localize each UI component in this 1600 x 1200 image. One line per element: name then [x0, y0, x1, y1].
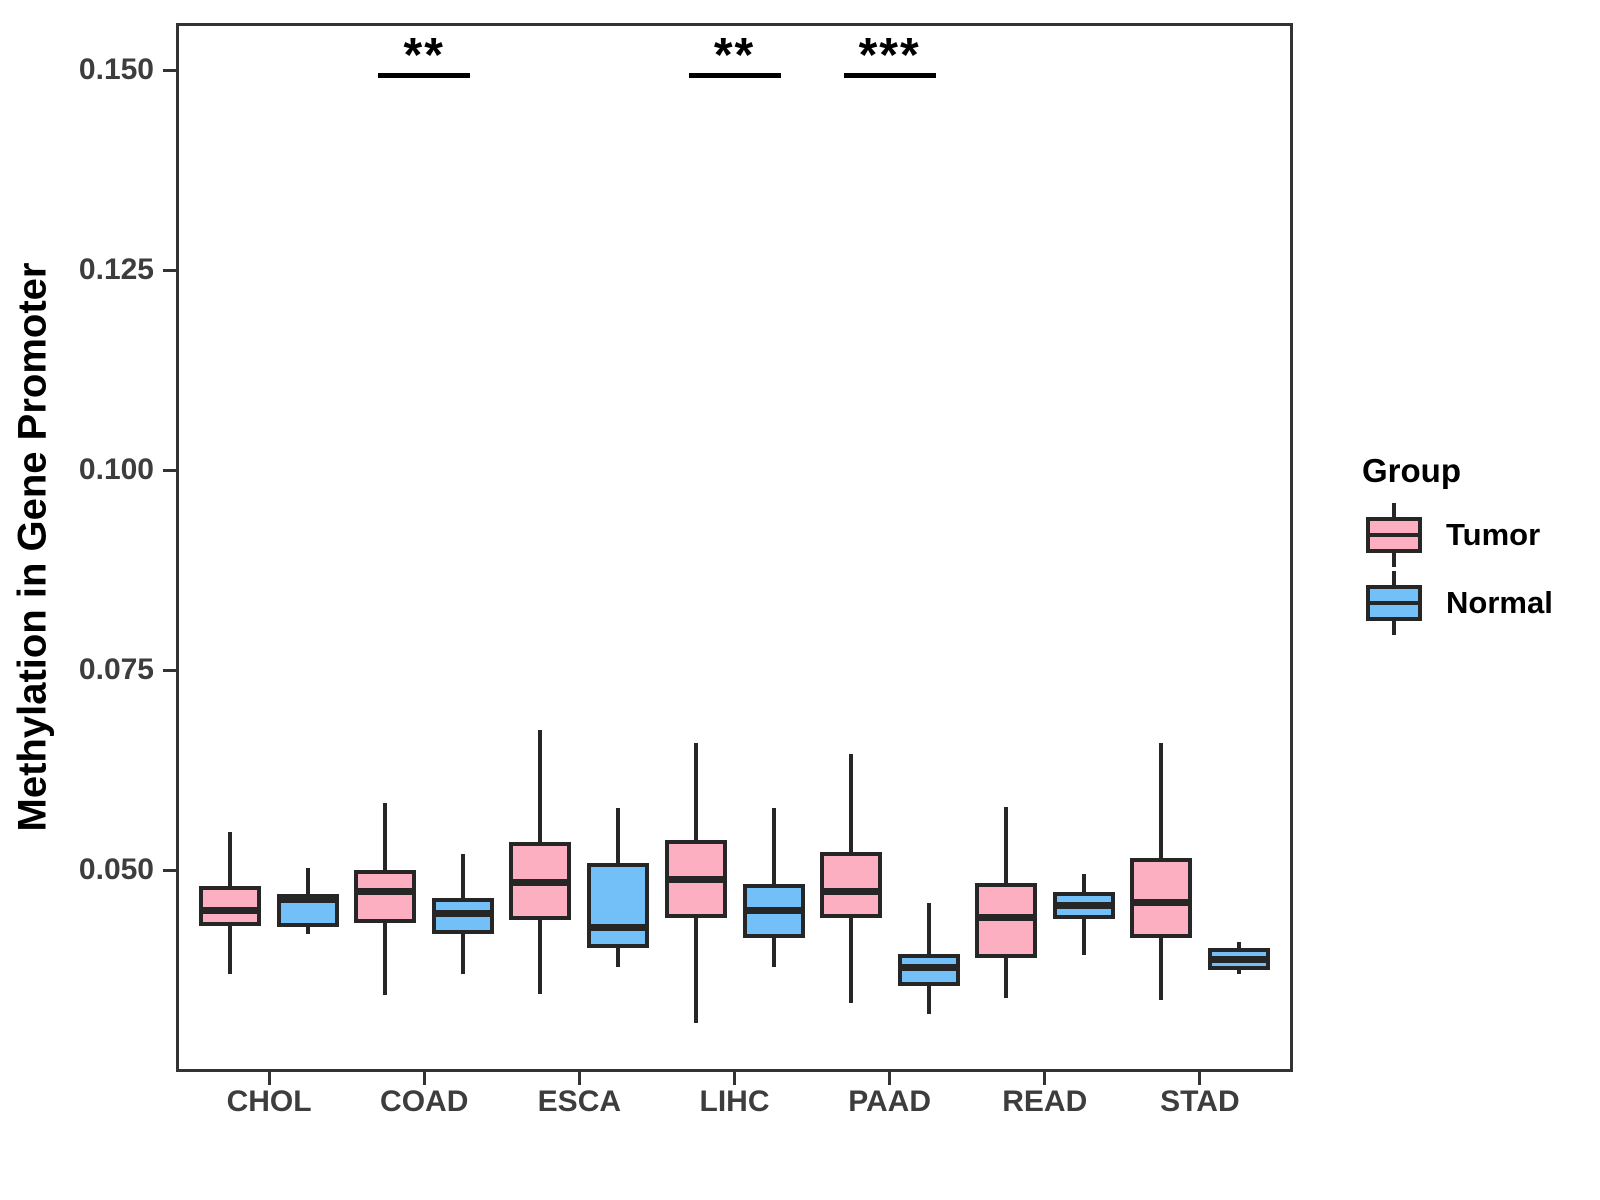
box-tumor: [354, 870, 417, 924]
box-median: [1129, 898, 1192, 906]
x-tick-mark: [267, 1072, 271, 1085]
x-tick-label: COAD: [380, 1085, 469, 1118]
box-median: [354, 888, 417, 896]
box-median: [509, 878, 572, 886]
y-tick-mark: [163, 68, 176, 72]
glyph-whisker-bottom: [1392, 553, 1396, 567]
x-tick-mark: [733, 1072, 736, 1085]
box-median: [277, 896, 340, 904]
x-tick-mark: [888, 1072, 892, 1085]
box-median: [432, 910, 495, 918]
glyph-median: [1370, 601, 1418, 605]
y-tick-label: 0.075: [78, 653, 154, 687]
box-median: [974, 914, 1037, 922]
x-tick-mark: [1198, 1072, 1202, 1085]
legend-label: Normal: [1446, 585, 1553, 620]
box-tumor: [819, 851, 882, 919]
glyph-whisker-top: [1392, 571, 1396, 585]
box-median: [1052, 902, 1115, 910]
x-tick-mark: [422, 1072, 426, 1085]
x-tick-label: ESCA: [537, 1085, 622, 1118]
legend-item-normal: Normal: [1366, 571, 1586, 635]
box-median: [199, 906, 262, 914]
significance-stars: **: [713, 29, 756, 83]
x-tick-label: CHOL: [226, 1085, 312, 1118]
box-normal: [587, 863, 650, 948]
x-tick-label: LIHC: [699, 1085, 770, 1118]
significance-line: [843, 73, 936, 79]
box-median: [897, 964, 960, 972]
x-tick-label: STAD: [1160, 1085, 1240, 1118]
box-median: [664, 876, 727, 884]
significance-stars: ***: [858, 29, 921, 83]
y-tick-label: 0.100: [78, 453, 154, 487]
legend-label: Tumor: [1446, 517, 1541, 552]
box-median: [1207, 956, 1270, 964]
x-tick-label: READ: [1002, 1085, 1088, 1118]
x-tick-label: PAAD: [848, 1085, 932, 1118]
box-median: [587, 924, 650, 932]
y-tick-mark: [163, 868, 176, 872]
y-tick-mark: [163, 268, 176, 272]
box-median: [819, 888, 882, 896]
y-tick-label: 0.050: [78, 853, 154, 887]
legend-item-tumor: Tumor: [1366, 503, 1586, 567]
box-tumor: [199, 885, 262, 927]
y-tick-label: 0.125: [78, 253, 154, 287]
legend-boxplot-glyph: [1366, 503, 1422, 567]
box-median: [742, 906, 805, 914]
x-tick-mark: [577, 1072, 581, 1085]
y-tick-label: 0.150: [78, 53, 154, 87]
significance-line: [378, 73, 471, 79]
significance-stars: **: [403, 29, 445, 83]
glyph-median: [1370, 533, 1418, 537]
legend-boxplot-glyph: [1366, 571, 1422, 635]
glyph-whisker-top: [1392, 503, 1396, 517]
y-tick-mark: [163, 468, 176, 472]
y-tick-mark: [163, 668, 176, 672]
glyph-whisker-bottom: [1392, 621, 1396, 635]
x-tick-mark: [1043, 1072, 1047, 1085]
significance-line: [688, 73, 781, 79]
box-tumor: [1129, 858, 1192, 939]
legend-title: Group: [1362, 452, 1461, 489]
